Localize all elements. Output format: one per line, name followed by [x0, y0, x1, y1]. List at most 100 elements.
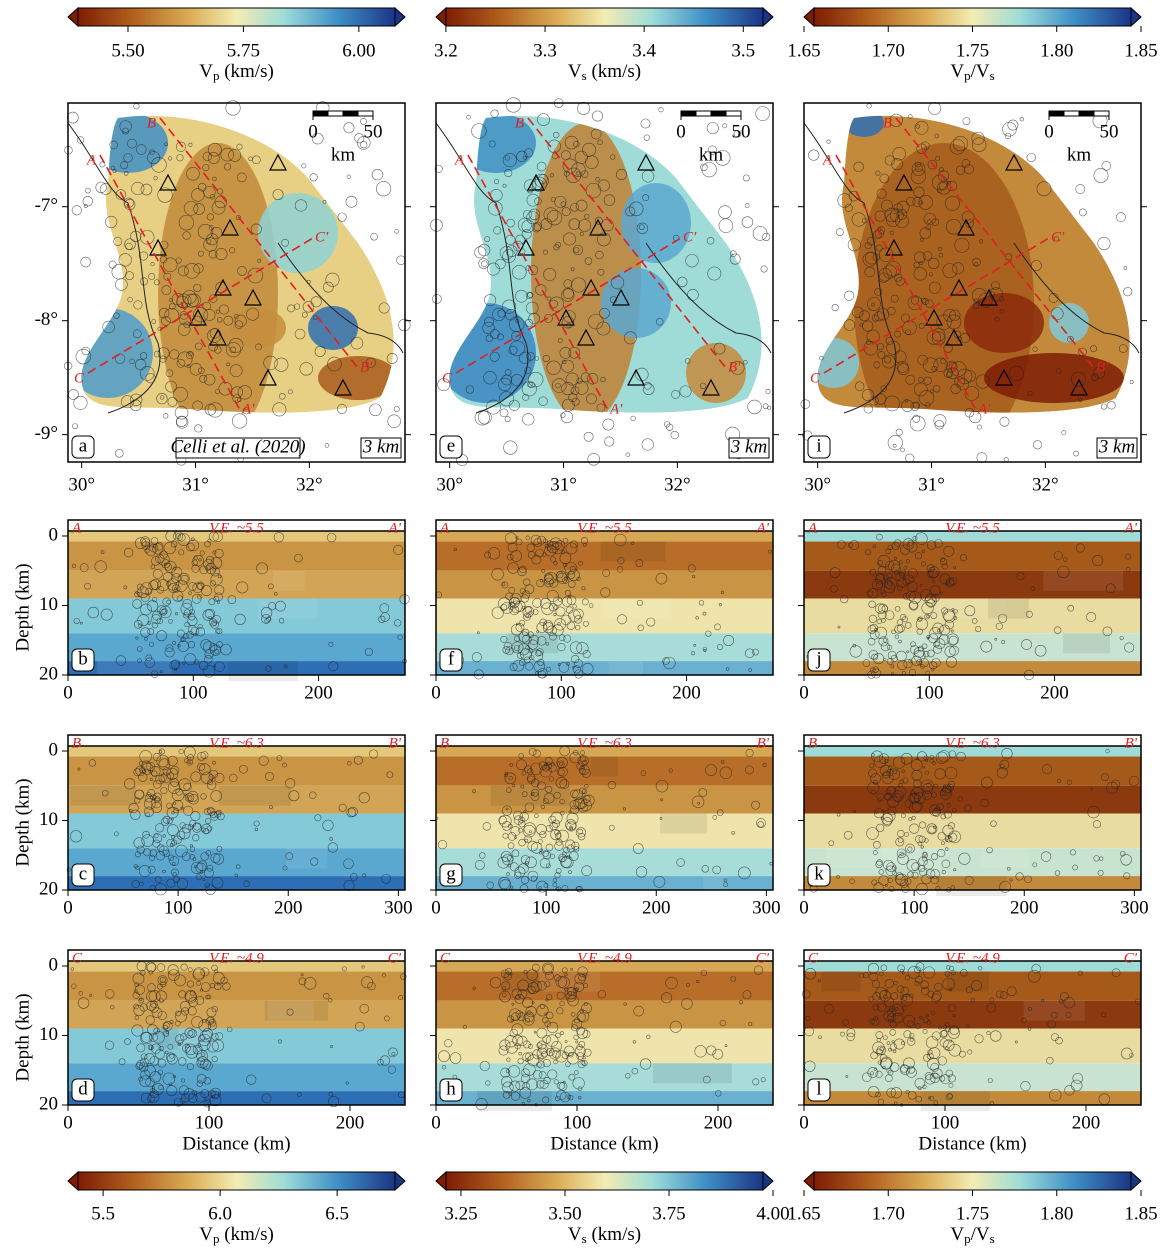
earthquake: [1124, 266, 1127, 269]
profile-label: B: [515, 115, 524, 131]
ve-label: V.E. ~6.3: [577, 735, 632, 751]
x-tick-label: 100: [900, 897, 929, 918]
section-end: A': [388, 520, 402, 536]
title-part: (km/s): [219, 61, 273, 82]
earthquake: [561, 411, 572, 422]
colorbar-end: [804, 8, 814, 26]
section-end: B': [1125, 735, 1138, 751]
note: Celli et al. (2020): [170, 436, 305, 457]
earthquake: [395, 229, 399, 233]
section-band: [804, 542, 1141, 571]
colorbar-title: Vs (km/s): [568, 61, 641, 83]
section-panel: CC'V.E. ~4.9h: [436, 950, 773, 1111]
earthquake: [74, 396, 87, 409]
x-tick-label: 0: [431, 682, 441, 703]
ve-label: V.E. ~6.3: [209, 735, 264, 751]
earthquake: [1123, 287, 1132, 296]
earthquake: [1116, 213, 1125, 222]
earthquake: [1102, 161, 1111, 170]
x-tick-label: 0: [799, 682, 809, 703]
x-tick-label: 0: [63, 1112, 73, 1133]
section-band: [804, 1029, 1141, 1064]
colorbar: [446, 8, 763, 26]
profile-label: C: [810, 370, 821, 386]
colorbar-tick-label: 5.50: [111, 40, 144, 61]
section-panel: BB'V.E. ~6.3k: [804, 735, 1141, 896]
ve-label: V.E. ~6.3: [945, 735, 1000, 751]
earthquake: [888, 435, 902, 449]
earthquake: [500, 409, 508, 417]
colorbar-tick-label: 1.80: [1040, 1203, 1073, 1224]
colorbar-tick-label: 1.65: [787, 1203, 820, 1224]
title-part: s: [990, 68, 995, 83]
colorbar-tick-label: 1.80: [1040, 40, 1073, 61]
colorbar-end: [436, 1172, 446, 1190]
earthquake: [347, 175, 351, 179]
earthquake: [896, 429, 902, 435]
earthquake: [844, 291, 853, 300]
section-band: [436, 814, 773, 849]
earthquake: [934, 415, 946, 427]
earthquake: [664, 421, 670, 427]
colorbar-tick-label: 1.85: [1124, 40, 1157, 61]
x-tick-label: 31°: [550, 474, 577, 495]
colorbar-tick-label: 1.70: [872, 1203, 905, 1224]
colorbar-tick-label: 1.65: [787, 40, 820, 61]
panel-letter: h: [446, 1078, 456, 1099]
x-axis-label: Distance (km): [550, 1133, 658, 1154]
scale-seg: [1064, 111, 1079, 116]
x-tick-label: 100: [195, 1112, 224, 1133]
map-anomaly: [308, 306, 358, 350]
x-tick-label: 32°: [1032, 474, 1059, 495]
title-part: V: [950, 1224, 964, 1245]
earthquake: [977, 425, 981, 429]
colorbar-tick-label: 1.75: [956, 40, 989, 61]
depth-label: 3 km: [362, 436, 399, 457]
section-band: [436, 571, 773, 599]
colorbar-end: [395, 1172, 405, 1190]
y-tick-label: -8°: [35, 309, 58, 330]
map-anomaly: [601, 268, 671, 338]
colorbar-title: Vp/Vs: [950, 61, 994, 83]
earthquake: [505, 416, 510, 421]
colorbar-tick-label: 3.50: [548, 1203, 581, 1224]
section-band: [436, 1001, 773, 1029]
profile-label: A: [86, 152, 97, 168]
section-start: C: [440, 950, 451, 966]
section-shade: [921, 1091, 990, 1111]
earthquake: [659, 107, 664, 112]
x-tick-label: 0: [799, 1112, 809, 1133]
ve-label: V.E. ~4.9: [209, 950, 264, 966]
earthquake: [325, 443, 329, 447]
scale-label: 50: [732, 121, 751, 142]
earthquake: [719, 206, 732, 219]
section-end: C': [388, 950, 402, 966]
colorbar-tick-label: 3.2: [434, 40, 458, 61]
colorbar-tick-label: 4.00: [756, 1203, 789, 1224]
x-tick-label: 300: [384, 897, 413, 918]
ve-label: V.E. ~4.9: [577, 950, 632, 966]
colorbar-tick-label: 3.5: [731, 40, 755, 61]
earthquake: [756, 107, 770, 121]
earthquake: [163, 413, 168, 418]
x-tick-label: 0: [799, 897, 809, 918]
section-shade: [827, 848, 897, 868]
x-tick-label: 30°: [68, 474, 95, 495]
colorbar-end: [763, 8, 773, 26]
earthquake: [748, 400, 762, 414]
section-band: [68, 1091, 405, 1105]
y-tick-label: 10: [39, 1024, 58, 1045]
colorbar-title: Vp/Vs: [950, 1224, 994, 1246]
panel-letter: a: [79, 435, 88, 456]
title-part: (km/s): [587, 61, 641, 82]
section-panel: CC'V.E. ~4.9d: [68, 950, 406, 1107]
ve-label: V.E. ~5.5: [577, 520, 632, 536]
earthquake: [77, 137, 84, 144]
earthquake: [1101, 404, 1106, 409]
section-panel: AA'V.E. ~5.5j: [804, 520, 1141, 680]
earthquake: [1079, 209, 1086, 216]
map-anomaly: [318, 356, 398, 400]
colorbar-tick-label: 5.75: [227, 40, 260, 61]
section-start: B: [808, 735, 817, 751]
earthquake: [432, 294, 441, 303]
